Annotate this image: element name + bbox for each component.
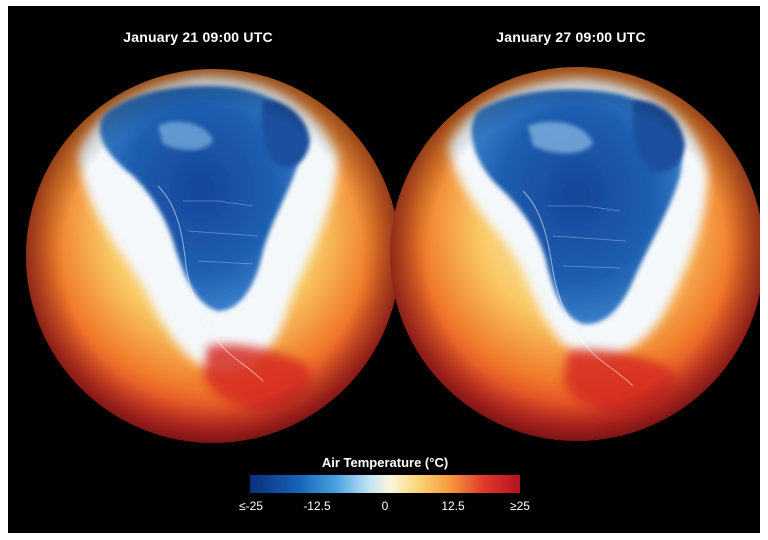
legend-tick-max: ≥25 [510,499,530,513]
legend-color-bar [250,475,520,493]
panel-title-left: January 21 09:00 UTC [123,29,273,45]
globe-left [26,69,400,443]
legend-title: Air Temperature (°C) [321,455,449,470]
legend-tick-min: ≤-25 [239,499,263,513]
color-legend: Air Temperature (°C) ≤-25 -12.5 0 12.5 ≥… [239,455,530,527]
panel-title-right: January 27 09:00 UTC [496,29,646,45]
globes-svg [26,67,760,443]
legend-tick-zero: 0 [381,499,389,513]
globe-right-shade [390,67,760,441]
map-figure: January 21 09:00 UTC January 27 09:00 UT… [8,6,760,533]
legend-tick-pos: 12.5 [441,499,465,513]
legend-tick-neg: -12.5 [303,499,331,513]
globe-left-shade [26,69,400,443]
globe-right [390,67,760,441]
